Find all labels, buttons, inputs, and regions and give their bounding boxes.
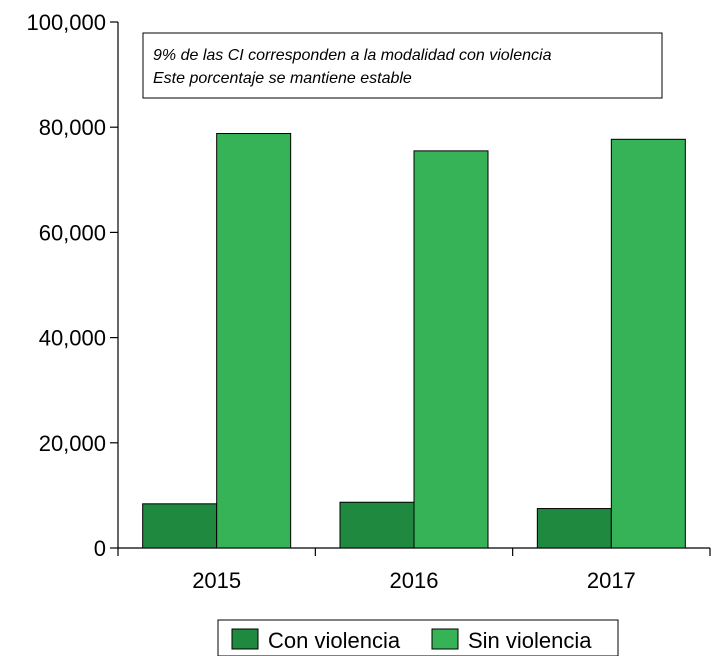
- y-tick-label: 80,000: [39, 115, 106, 140]
- bar-con-violencia-2015: [142, 503, 218, 549]
- legend: Con violencia Sin violencia: [217, 619, 619, 656]
- bar-sin-violencia-2016: [413, 150, 489, 549]
- annotation-line-2: Este porcentaje se mantiene estable: [153, 70, 412, 87]
- bar-con-violencia-2017: [536, 508, 612, 549]
- y-axis: 0 20,000 40,000 60,000 80,000 100,000: [26, 10, 118, 561]
- x-axis: 2015 2016 2017: [117, 548, 711, 593]
- x-tick-label: 2016: [390, 568, 439, 593]
- x-tick-label: 2017: [587, 568, 636, 593]
- legend-label-sin-violencia: Sin violencia: [468, 628, 592, 653]
- legend-label-con-violencia: Con violencia: [268, 628, 401, 653]
- bar-sin-violencia-2015: [216, 133, 292, 549]
- y-tick-label: 60,000: [39, 220, 106, 245]
- y-tick-label: 0: [94, 536, 106, 561]
- annotation-border: [142, 32, 663, 99]
- bar-sin-violencia-2017: [610, 138, 686, 549]
- legend-swatch-sin-violencia: [431, 628, 459, 650]
- legend-swatch-con-violencia: [231, 628, 259, 650]
- annotation-box: 9% de las CI corresponden a la modalidad…: [142, 32, 663, 99]
- x-tick-label: 2015: [192, 568, 241, 593]
- bar-con-violencia-2016: [339, 501, 415, 549]
- y-tick-label: 100,000: [26, 10, 106, 35]
- legend-border: [217, 619, 619, 656]
- annotation-line-1: 9% de las CI corresponden a la modalidad…: [153, 47, 552, 64]
- y-tick-label: 40,000: [39, 326, 106, 351]
- bars: [142, 133, 686, 549]
- y-tick-label: 20,000: [39, 431, 106, 456]
